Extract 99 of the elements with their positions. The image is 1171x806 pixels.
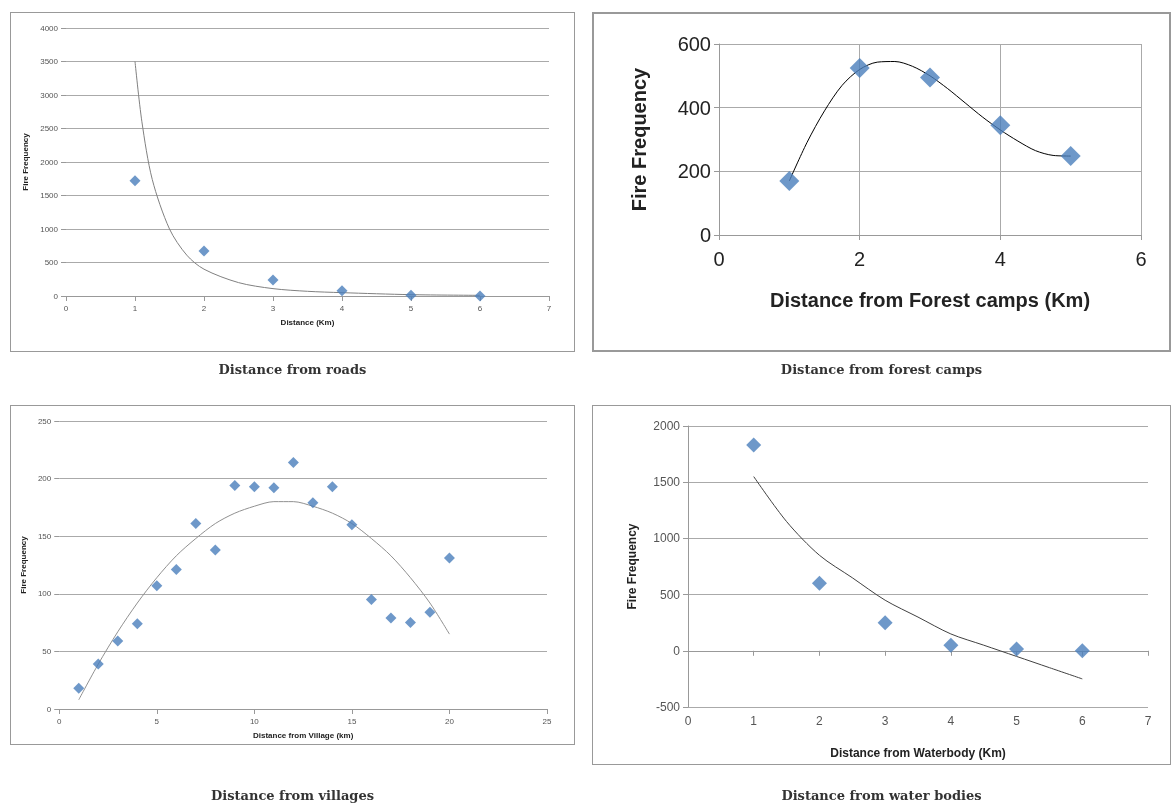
y-tick-label: 0	[699, 224, 711, 246]
point	[267, 274, 279, 286]
y-tick-label: 2000	[653, 419, 681, 433]
y-tick-label: 3000	[40, 90, 59, 100]
x-axis-title: Distance from Forest camps (Km)	[769, 289, 1091, 311]
point	[877, 615, 893, 631]
y-tick-label: 200	[677, 160, 711, 183]
point	[385, 612, 397, 624]
x-tick-label: 4	[947, 714, 955, 728]
x-tick-label: 2	[201, 303, 207, 313]
point	[1074, 643, 1090, 659]
y-tick-label: 1500	[40, 191, 59, 200]
y-tick-label: 100	[37, 589, 52, 599]
x-axis-title: Distance (Km)	[280, 317, 335, 327]
point	[190, 518, 202, 530]
x-tick-label: 4	[339, 303, 345, 313]
x-tick-label: 3	[270, 303, 276, 313]
x-tick-label: 2	[816, 714, 824, 728]
point	[365, 594, 377, 606]
y-tick-label: 500	[659, 587, 681, 602]
x-tick-label: 0	[63, 303, 69, 313]
x-tick-label: 1	[750, 714, 758, 728]
text: Distance from villages	[210, 788, 375, 803]
x-tick-label: 3	[881, 714, 889, 728]
point	[112, 635, 124, 647]
y-tick-label: 1000	[653, 531, 681, 546]
point	[779, 170, 800, 191]
y-tick-label: 600	[677, 33, 711, 55]
point	[336, 285, 348, 297]
x-axis-title: Distance from Village (km)	[252, 730, 354, 740]
point	[198, 245, 210, 257]
x-tick-label: 5	[154, 716, 160, 726]
y-tick-label: 250	[37, 416, 52, 426]
x-tick-label: 2	[854, 248, 866, 270]
x-tick-label: 25	[542, 716, 552, 726]
point	[326, 481, 338, 493]
y-axis-title: Fire Frequency	[625, 523, 639, 610]
y-tick-label: 0	[673, 643, 681, 658]
y-tick-label: 200	[37, 474, 52, 484]
point	[849, 57, 870, 78]
point	[443, 552, 455, 564]
line-series	[753, 476, 1083, 680]
x-tick-label: 10	[249, 716, 260, 726]
point	[346, 519, 358, 531]
point	[1060, 146, 1081, 167]
point	[229, 480, 241, 492]
x-tick-label: 7	[1144, 714, 1152, 728]
point	[73, 682, 85, 694]
x-axis-title: Distance from Waterbody (Km)	[830, 746, 1006, 760]
text: Distance from roads	[217, 362, 368, 377]
y-tick-label: 1500	[653, 475, 681, 490]
x-tick-label: 0	[713, 248, 725, 270]
point	[405, 289, 417, 301]
y-tick-label: 2500	[40, 124, 59, 133]
point	[474, 290, 486, 302]
point	[170, 564, 182, 576]
point	[404, 617, 416, 629]
point	[811, 575, 827, 591]
point	[131, 618, 143, 630]
y-tick-label: 4000	[40, 23, 59, 33]
point	[307, 497, 319, 509]
y-tick-label: 500	[44, 258, 59, 267]
point	[287, 456, 299, 468]
x-tick-label: 6	[1135, 248, 1147, 270]
y-tick-label: -500	[655, 700, 681, 714]
point	[990, 115, 1011, 136]
y-tick-label: 2000	[40, 157, 59, 167]
point	[129, 175, 141, 187]
x-tick-label: 5	[408, 303, 414, 313]
point	[268, 482, 280, 494]
x-tick-label: 15	[347, 716, 357, 726]
point	[151, 580, 163, 592]
point	[248, 481, 260, 493]
y-tick-label: 3500	[40, 57, 59, 66]
text: Distance from water bodies	[780, 788, 983, 803]
point	[424, 606, 436, 618]
y-axis-title: Fire Frequency	[18, 535, 28, 594]
point	[920, 67, 940, 88]
point	[943, 637, 959, 653]
y-tick-label: 0	[46, 704, 52, 714]
y-axis-title: Fire Frequency	[20, 132, 30, 191]
x-tick-label: 7	[546, 303, 552, 313]
text: Distance from forest camps	[779, 362, 984, 377]
y-tick-label: 50	[42, 646, 52, 656]
x-tick-label: 5	[1013, 714, 1021, 728]
y-tick-label: 0	[53, 291, 59, 301]
x-tick-label: 6	[477, 303, 483, 313]
x-tick-label: 4	[994, 248, 1006, 270]
x-tick-label: 6	[1078, 714, 1086, 728]
point	[92, 658, 104, 670]
point	[1009, 641, 1025, 657]
point	[746, 437, 762, 453]
y-tick-label: 150	[37, 531, 52, 541]
x-tick-label: 20	[445, 716, 455, 726]
x-tick-label: 1	[132, 303, 138, 313]
y-tick-label: 1000	[40, 224, 59, 234]
y-tick-label: 400	[677, 96, 711, 119]
point	[209, 544, 221, 556]
y-axis-title: Fire Frequency	[628, 66, 650, 212]
